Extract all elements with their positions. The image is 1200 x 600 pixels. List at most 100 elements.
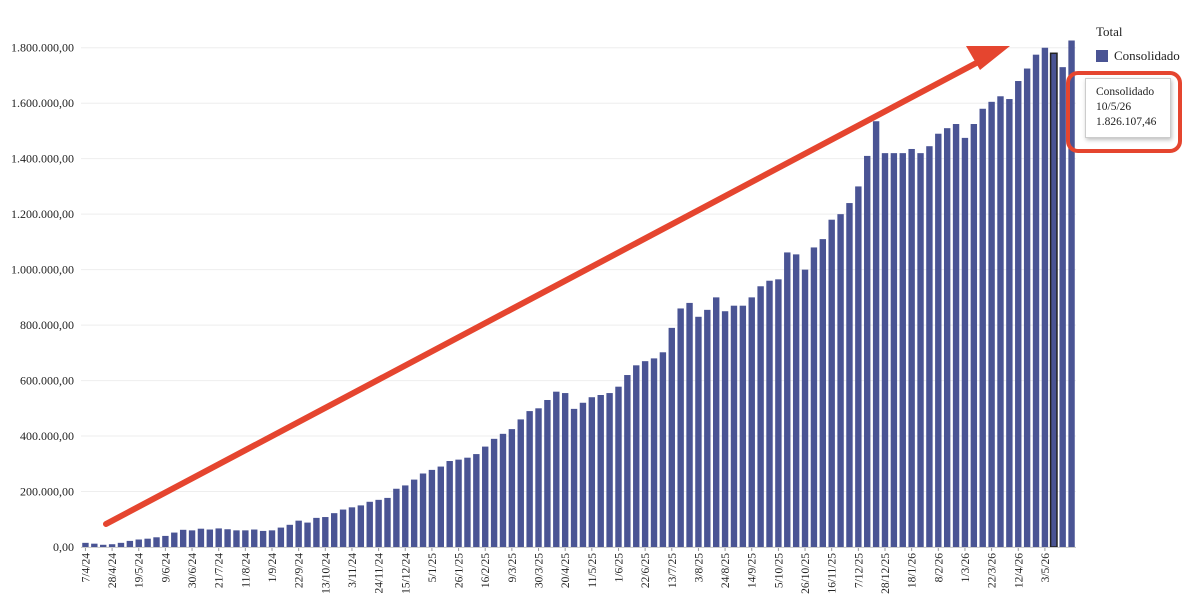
legend-item-consolidado[interactable]: Consolidado	[1096, 48, 1180, 64]
bar[interactable]	[366, 501, 373, 547]
bar[interactable]	[375, 499, 382, 547]
bar[interactable]	[561, 393, 569, 547]
bar[interactable]	[997, 96, 1004, 548]
bar-highlighted[interactable]	[1049, 52, 1058, 548]
bar[interactable]	[810, 247, 818, 547]
bar[interactable]	[819, 239, 827, 548]
bar[interactable]	[446, 461, 453, 547]
bar[interactable]	[846, 203, 853, 547]
bar[interactable]	[393, 488, 400, 547]
bar[interactable]	[268, 530, 276, 547]
bar[interactable]	[473, 454, 480, 547]
bar[interactable]	[188, 530, 196, 547]
bar[interactable]	[348, 507, 356, 547]
bar[interactable]	[721, 311, 729, 547]
bar[interactable]	[1041, 47, 1049, 547]
bar[interactable]	[464, 457, 471, 547]
bar[interactable]	[970, 124, 978, 548]
bar[interactable]	[713, 297, 720, 547]
bar[interactable]	[686, 302, 693, 547]
bar[interactable]	[1068, 40, 1075, 548]
bar[interactable]	[428, 469, 436, 547]
bar[interactable]	[899, 153, 906, 547]
bar[interactable]	[1015, 81, 1022, 547]
bar[interactable]	[1023, 68, 1031, 547]
bar[interactable]	[153, 537, 160, 547]
bar[interactable]	[748, 297, 755, 547]
bar[interactable]	[117, 542, 125, 547]
bar[interactable]	[499, 433, 507, 547]
bar[interactable]	[855, 186, 862, 547]
bar[interactable]	[606, 393, 613, 547]
bar[interactable]	[775, 279, 782, 547]
bar[interactable]	[801, 269, 809, 547]
bar[interactable]	[650, 358, 658, 547]
bar[interactable]	[739, 305, 747, 547]
bar[interactable]	[171, 532, 178, 547]
bar[interactable]	[206, 529, 214, 547]
bar[interactable]	[313, 517, 320, 547]
bar[interactable]	[233, 530, 240, 547]
bar[interactable]	[108, 544, 116, 547]
bar[interactable]	[659, 352, 667, 547]
bar[interactable]	[544, 399, 551, 547]
bar[interactable]	[730, 305, 738, 547]
bar[interactable]	[410, 479, 418, 547]
bar[interactable]	[384, 497, 391, 547]
bar[interactable]	[908, 148, 915, 547]
bar[interactable]	[339, 509, 347, 547]
bar[interactable]	[864, 155, 871, 547]
bar[interactable]	[890, 153, 898, 547]
bar[interactable]	[1059, 67, 1066, 547]
bar[interactable]	[588, 397, 596, 547]
bar[interactable]	[100, 544, 107, 547]
bar[interactable]	[402, 485, 409, 547]
bar[interactable]	[952, 124, 960, 548]
bar[interactable]	[437, 466, 444, 547]
bar[interactable]	[615, 386, 622, 547]
bar[interactable]	[872, 121, 880, 547]
bar[interactable]	[579, 402, 587, 547]
bar[interactable]	[304, 522, 311, 547]
bar[interactable]	[144, 538, 151, 547]
bar[interactable]	[162, 535, 169, 547]
bar[interactable]	[197, 528, 205, 547]
bar[interactable]	[926, 146, 933, 547]
bar[interactable]	[259, 530, 267, 547]
bar[interactable]	[490, 438, 498, 547]
bar[interactable]	[330, 513, 338, 547]
bar[interactable]	[322, 517, 329, 547]
bar[interactable]	[597, 395, 604, 547]
bar[interactable]	[624, 375, 631, 547]
bar[interactable]	[633, 365, 640, 547]
bar[interactable]	[757, 286, 764, 547]
bar[interactable]	[126, 540, 134, 547]
bar[interactable]	[988, 101, 995, 548]
bar[interactable]	[1006, 99, 1013, 548]
bar[interactable]	[224, 529, 231, 547]
bar[interactable]	[179, 529, 187, 547]
bar[interactable]	[766, 280, 773, 547]
bar[interactable]	[784, 252, 791, 547]
bar[interactable]	[535, 408, 542, 547]
bar[interactable]	[508, 429, 516, 547]
bar[interactable]	[695, 316, 702, 547]
bar[interactable]	[668, 327, 675, 547]
bar[interactable]	[215, 528, 222, 547]
bar[interactable]	[837, 214, 844, 547]
bar[interactable]	[357, 505, 365, 547]
bar[interactable]	[286, 524, 293, 547]
bar[interactable]	[641, 361, 649, 547]
bar[interactable]	[917, 153, 924, 547]
bar[interactable]	[881, 153, 889, 547]
bar[interactable]	[482, 446, 489, 547]
bar[interactable]	[1032, 54, 1040, 547]
bar[interactable]	[82, 542, 89, 547]
bar[interactable]	[242, 530, 249, 547]
bar[interactable]	[570, 408, 578, 547]
bar[interactable]	[455, 459, 462, 547]
bar[interactable]	[517, 419, 524, 547]
bar[interactable]	[251, 529, 258, 547]
bar[interactable]	[792, 254, 800, 547]
bar[interactable]	[943, 128, 951, 547]
